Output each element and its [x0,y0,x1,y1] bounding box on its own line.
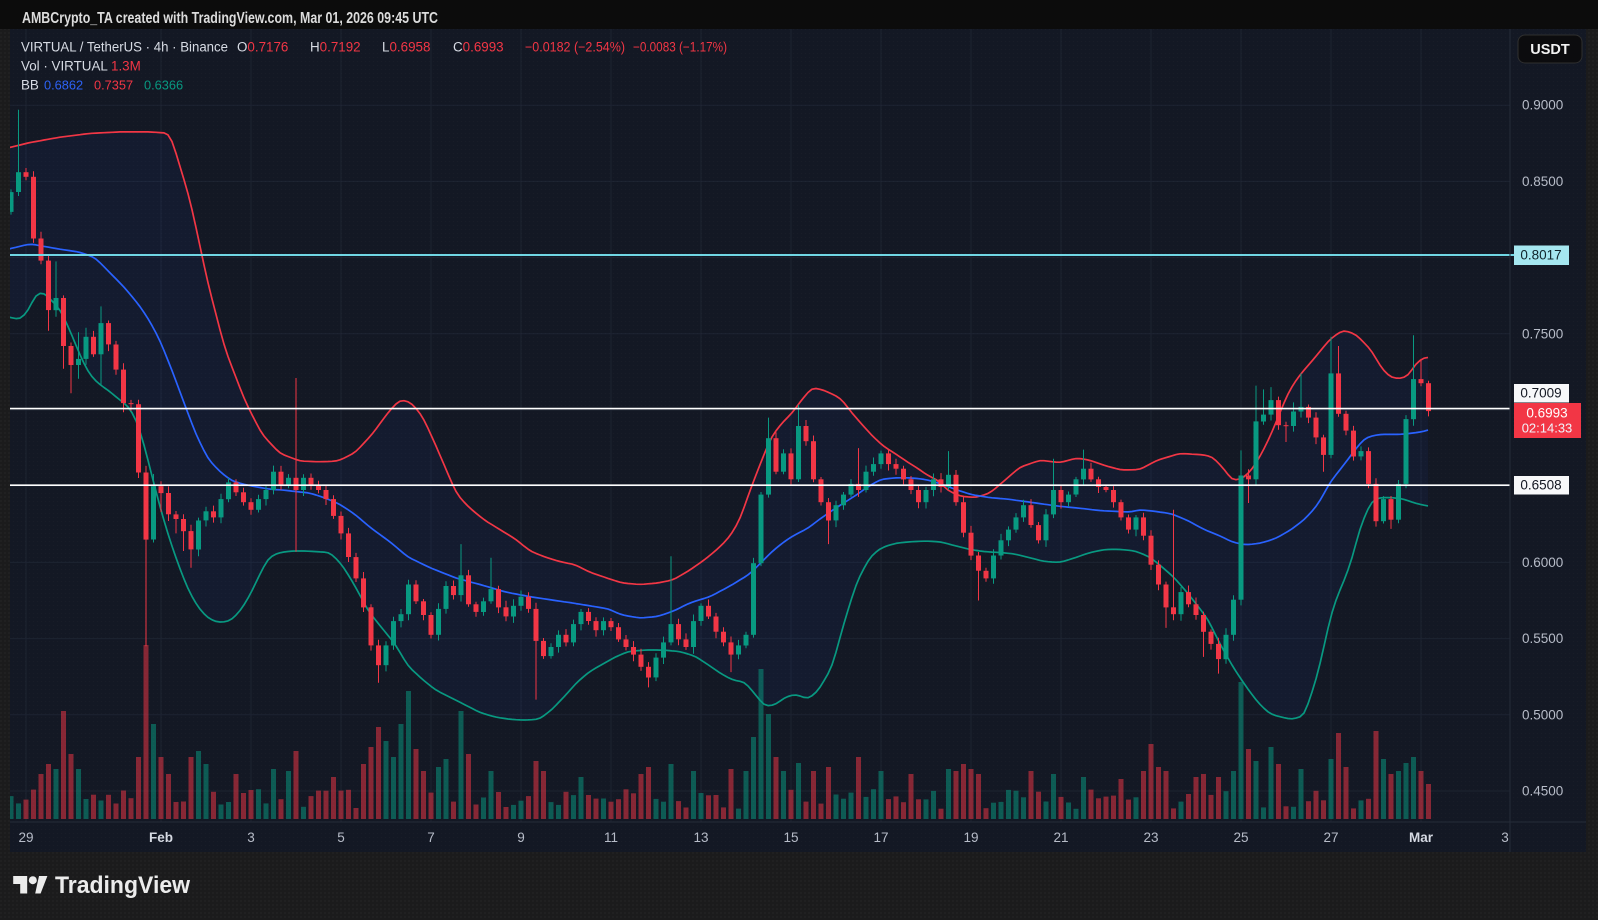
svg-text:USDT: USDT [1530,42,1570,58]
svg-text:15: 15 [783,830,798,845]
svg-text:BB: BB [21,78,39,93]
svg-text:Feb: Feb [149,830,173,845]
svg-text:0.7009: 0.7009 [1520,386,1561,401]
svg-text:0.7500: 0.7500 [1522,326,1563,341]
svg-text:21: 21 [1053,830,1068,845]
svg-text:3: 3 [1501,830,1509,845]
svg-text:25: 25 [1233,830,1248,845]
svg-text:0.8500: 0.8500 [1522,174,1563,189]
svg-text:TradingView: TradingView [55,872,190,899]
svg-text:0.9000: 0.9000 [1522,98,1563,113]
svg-text:13: 13 [693,830,708,845]
svg-text:AMBCrypto_TA created with Trad: AMBCrypto_TA created with TradingView.co… [22,10,438,27]
svg-text:0.5000: 0.5000 [1522,707,1563,722]
svg-text:1.3M: 1.3M [111,59,141,74]
svg-text:9: 9 [517,830,525,845]
svg-text:02:14:33: 02:14:33 [1522,421,1573,436]
svg-text:Vol · VIRTUAL: Vol · VIRTUAL [21,59,108,74]
svg-text:5: 5 [337,830,345,845]
svg-text:11: 11 [604,830,618,845]
svg-text:7: 7 [427,830,435,845]
svg-text:0.6993: 0.6993 [1526,406,1567,421]
svg-text:0.5500: 0.5500 [1522,631,1563,646]
svg-text:29: 29 [18,830,33,845]
svg-text:0.6508: 0.6508 [1520,478,1561,493]
svg-text:17: 17 [873,830,888,845]
svg-text:27: 27 [1323,830,1338,845]
svg-text:0.4500: 0.4500 [1522,784,1563,799]
svg-text:3: 3 [247,830,255,845]
svg-text:Mar: Mar [1409,830,1434,845]
svg-text:19: 19 [963,830,978,845]
svg-text:0.8017: 0.8017 [1520,248,1561,263]
svg-text:VIRTUAL / TetherUS · 4h · Bina: VIRTUAL / TetherUS · 4h · Binance [21,40,228,55]
svg-text:23: 23 [1143,830,1158,845]
svg-text:0.6000: 0.6000 [1522,555,1563,570]
